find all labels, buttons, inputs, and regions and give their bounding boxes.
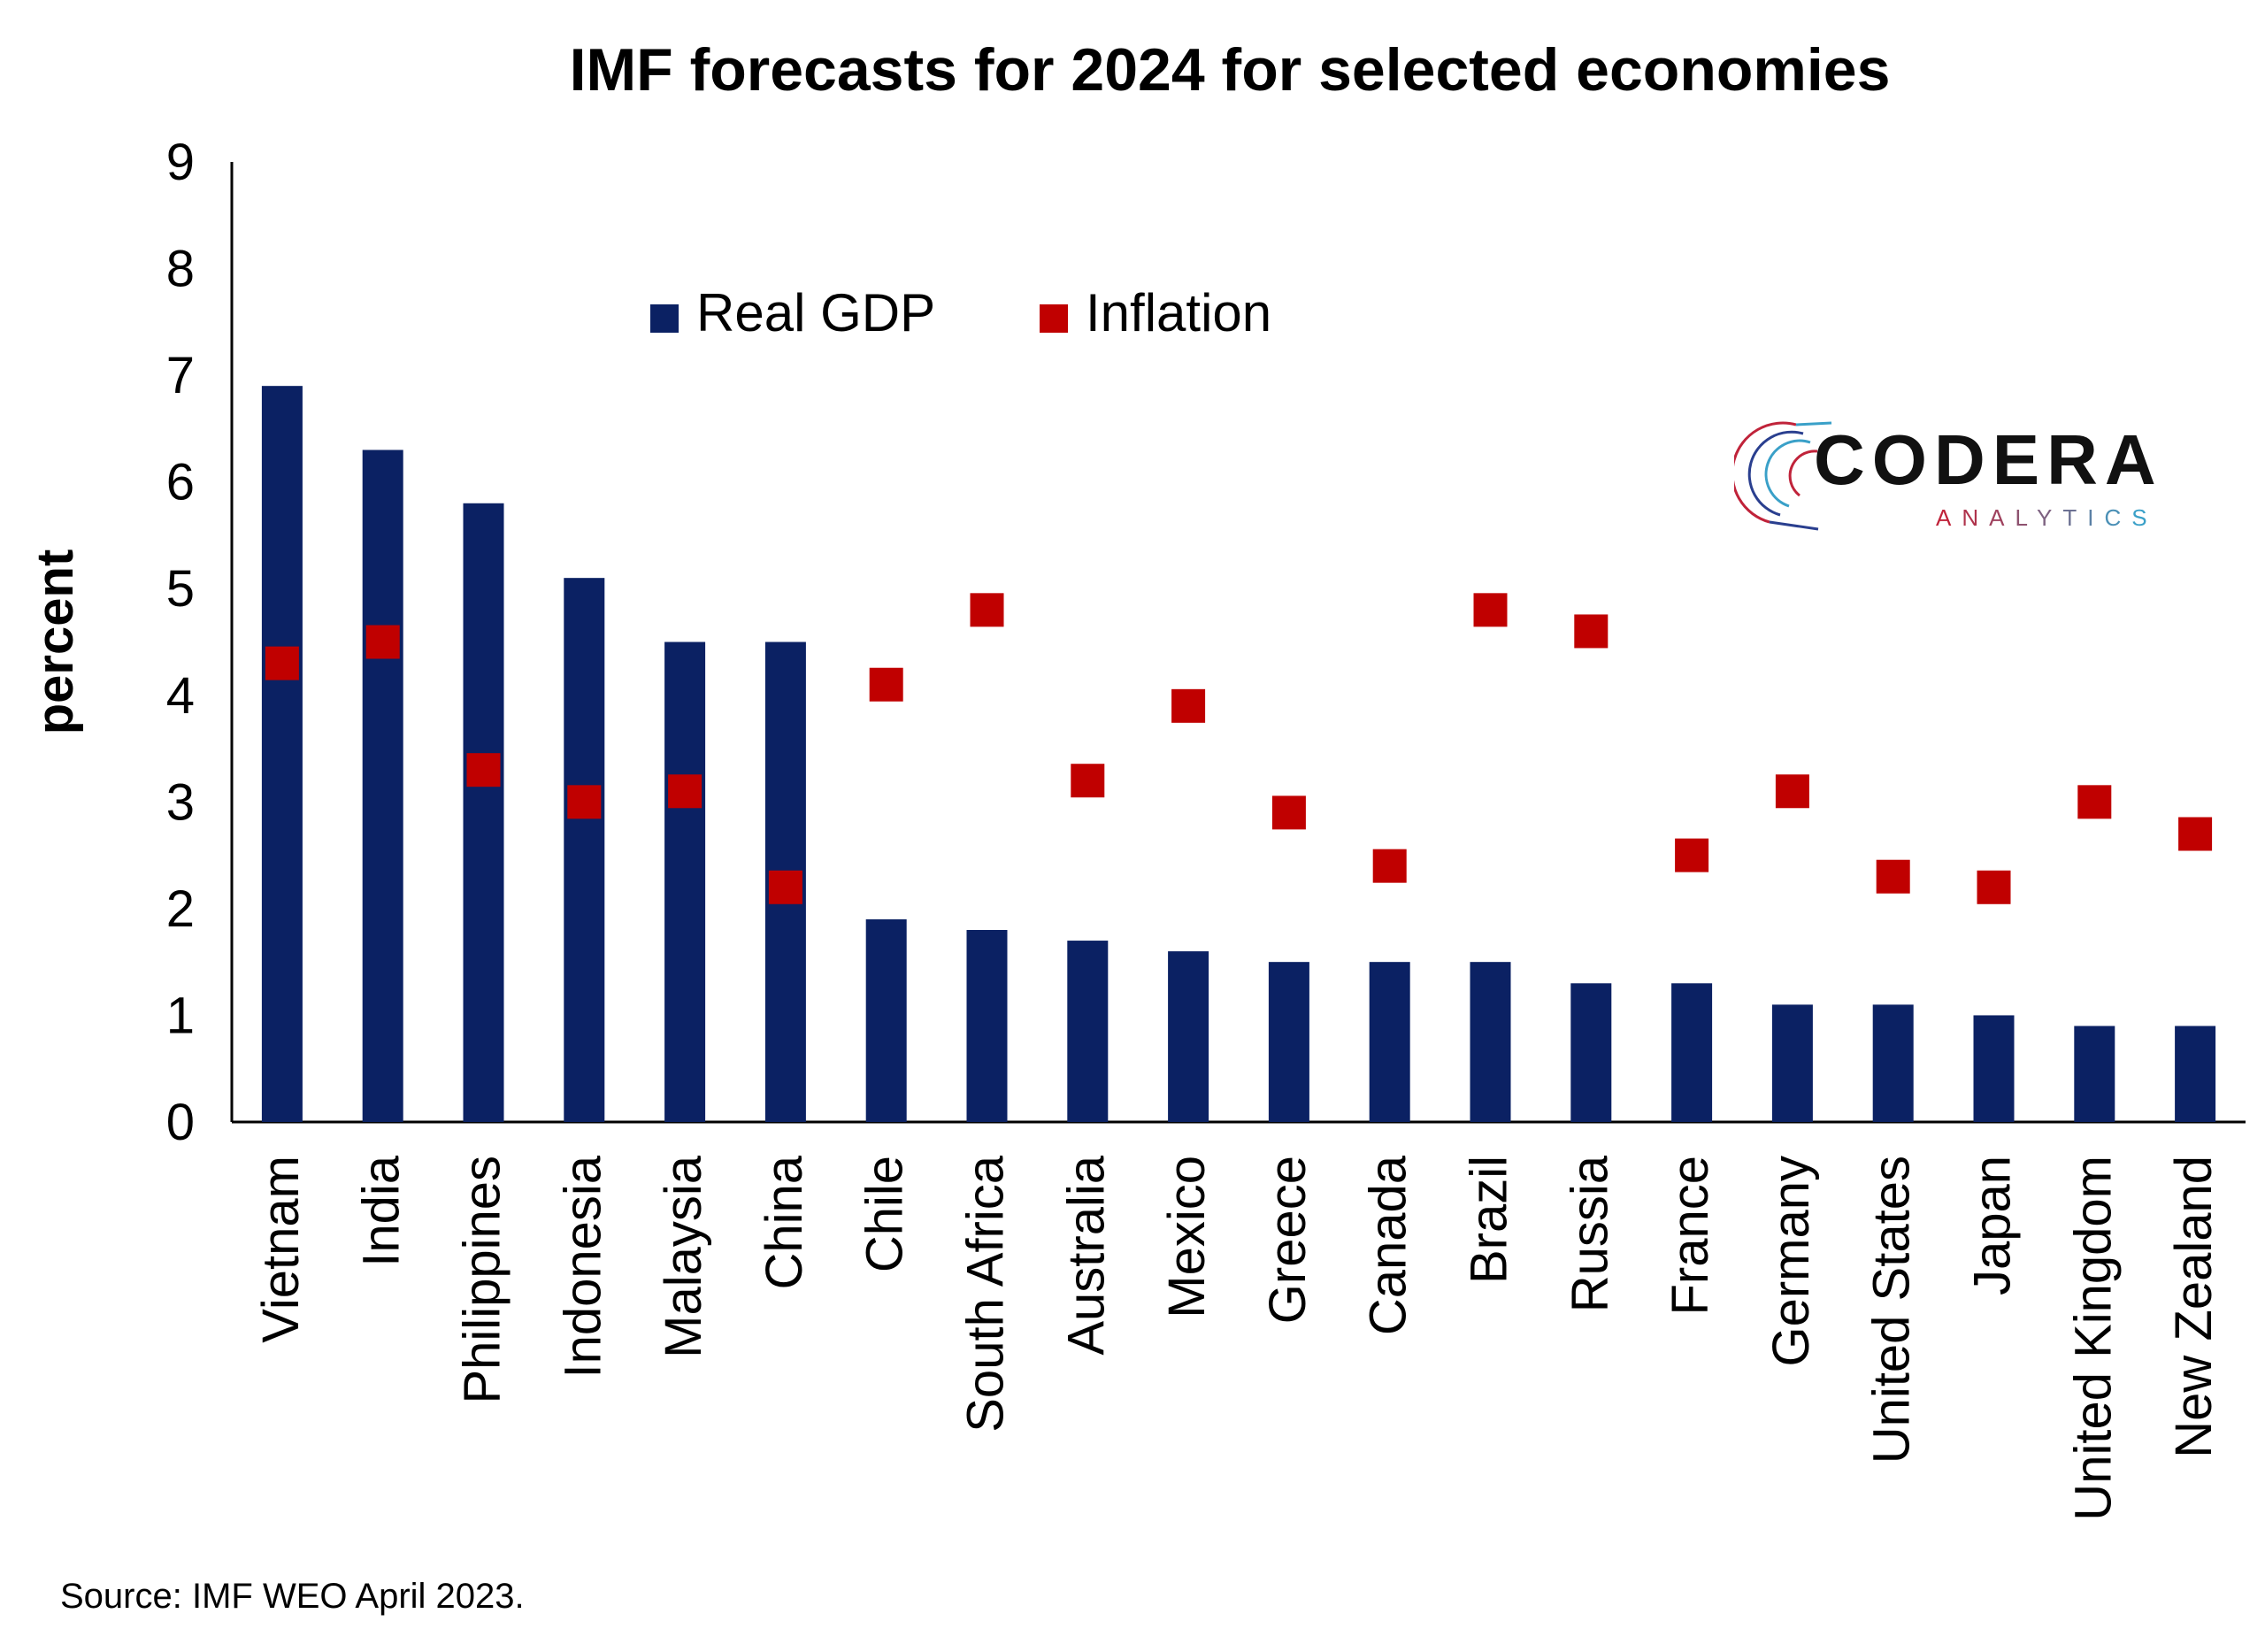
x-tick-label: India bbox=[353, 1155, 411, 1267]
y-tick-label: 5 bbox=[166, 560, 195, 618]
inflation-marker bbox=[2178, 817, 2213, 851]
inflation-marker bbox=[1473, 593, 1508, 627]
x-tick-label: France bbox=[1662, 1156, 1719, 1316]
gdp-bar bbox=[865, 918, 907, 1122]
x-tick-label: Malaysia bbox=[655, 1155, 712, 1358]
inflation-marker bbox=[1372, 849, 1407, 883]
gdp-bar bbox=[2074, 1026, 2115, 1122]
x-tick-label: United States bbox=[1863, 1156, 1921, 1464]
x-tick-label: Chile bbox=[856, 1156, 914, 1272]
logo-wordmark: CODERA bbox=[1814, 420, 2163, 499]
inflation-marker bbox=[668, 774, 703, 809]
y-tick-label: 8 bbox=[166, 241, 195, 298]
gdp-bar bbox=[1067, 941, 1109, 1122]
gdp-bar bbox=[1268, 962, 1309, 1122]
x-tick-label: New Zealand bbox=[2165, 1156, 2223, 1458]
inflation-marker bbox=[365, 625, 400, 659]
x-tick-label: Mexico bbox=[1158, 1156, 1216, 1318]
x-tick-label: South Africa bbox=[957, 1155, 1015, 1432]
inflation-marker bbox=[1271, 795, 1306, 830]
y-tick-label: 4 bbox=[166, 667, 195, 725]
inflation-marker bbox=[768, 870, 802, 904]
inflation-marker bbox=[1675, 838, 1709, 872]
x-tick-label: Canada bbox=[1360, 1155, 1417, 1335]
x-tick-label: Russia bbox=[1561, 1155, 1618, 1312]
inflation-marker bbox=[265, 646, 299, 680]
inflation-marker bbox=[970, 593, 1004, 627]
gdp-bar bbox=[261, 386, 303, 1123]
x-tick-label: Greece bbox=[1259, 1156, 1317, 1324]
logo-mark-icon bbox=[1734, 421, 1832, 531]
inflation-marker bbox=[1977, 870, 2011, 904]
gdp-bar bbox=[1973, 1015, 2015, 1122]
gdp-bar bbox=[362, 449, 403, 1122]
x-tick-label: United Kingdom bbox=[2064, 1156, 2122, 1521]
legend-swatch-inflation bbox=[1040, 304, 1068, 333]
gdp-bar bbox=[564, 578, 605, 1122]
y-axis-label: percent bbox=[27, 549, 84, 735]
gdp-bar bbox=[1470, 962, 1511, 1122]
y-tick-label: 9 bbox=[166, 134, 195, 191]
y-tick-label: 6 bbox=[166, 454, 195, 511]
inflation-marker bbox=[2077, 785, 2112, 819]
gdp-bar bbox=[1671, 983, 1713, 1122]
y-tick-label: 7 bbox=[166, 347, 195, 404]
x-tick-label: Australia bbox=[1057, 1155, 1115, 1355]
inflation-marker bbox=[1876, 859, 1910, 894]
legend-label-real-gdp: Real GDP bbox=[696, 283, 935, 342]
inflation-marker bbox=[1071, 764, 1105, 798]
gdp-bar bbox=[463, 503, 504, 1122]
y-tick-label: 0 bbox=[166, 1094, 195, 1151]
gdp-bar bbox=[1168, 951, 1209, 1122]
y-tick-label: 2 bbox=[166, 880, 195, 938]
inflation-marker bbox=[1171, 688, 1206, 723]
x-tick-label: Germany bbox=[1762, 1156, 1820, 1367]
gdp-bar bbox=[664, 642, 706, 1122]
inflation-marker bbox=[1775, 774, 1809, 809]
inflation-marker bbox=[869, 667, 903, 702]
gdp-bar bbox=[1771, 1004, 1813, 1122]
inflation-marker bbox=[466, 753, 501, 788]
legend-label-inflation: Inflation bbox=[1086, 283, 1271, 342]
logo-subtitle: ANALYTICS bbox=[1936, 504, 2158, 531]
inflation-marker bbox=[1574, 614, 1609, 649]
gdp-bar bbox=[2175, 1026, 2216, 1122]
x-tick-label: Brazil bbox=[1461, 1156, 1518, 1284]
codera-logo: CODERA ANALYTICS bbox=[1734, 407, 2177, 549]
x-tick-label: Philippines bbox=[454, 1156, 511, 1404]
x-tick-label: Indonesia bbox=[554, 1155, 611, 1378]
gdp-bar bbox=[1369, 962, 1410, 1122]
legend-swatch-real-gdp bbox=[650, 304, 679, 333]
gdp-bar bbox=[1872, 1004, 1914, 1122]
chart-title: IMF forecasts for 2024 for selected econ… bbox=[569, 36, 1891, 104]
y-tick-label: 3 bbox=[166, 773, 195, 831]
source-note: Source: IMF WEO April 2023. bbox=[60, 1577, 525, 1616]
y-tick-label: 1 bbox=[166, 987, 195, 1044]
gdp-bar bbox=[966, 930, 1008, 1122]
x-tick-label: Vietnam bbox=[252, 1156, 310, 1343]
x-tick-label: China bbox=[756, 1155, 813, 1289]
gdp-bar bbox=[1570, 983, 1612, 1122]
x-tick-label: Japan bbox=[1964, 1156, 2022, 1295]
inflation-marker bbox=[567, 785, 602, 819]
